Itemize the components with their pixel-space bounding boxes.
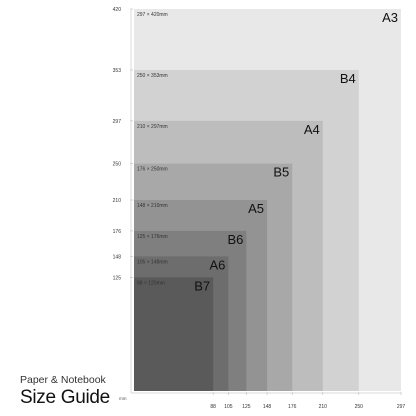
height-tick-b7: 125 [113,275,122,281]
height-tick-a4: 297 [113,119,122,125]
size-name-b5: B5 [273,165,289,180]
axes: 420 297 353 250 297 210 250 176 210 148 176 125 148 1… [113,7,406,410]
brand-subtitle: Size Guide [20,387,110,408]
width-tick-a5: 148 [263,404,272,410]
size-name-a6: A6 [209,257,225,272]
width-tick-b5: 176 [288,404,297,410]
width-tick-a4: 210 [319,404,328,410]
size-dims-a6: 105 × 148mm [137,259,168,265]
unit-label: mm [119,396,127,401]
size-name-a5: A5 [248,201,264,216]
height-tick-b4: 353 [113,68,122,74]
height-tick-a5: 210 [113,198,122,204]
size-dims-a5: 148 × 210mm [137,203,168,209]
size-dims-b7: 88 × 125mm [137,280,165,286]
size-dims-a3: 297 × 420mm [137,12,168,18]
size-dims-a4: 210 × 297mm [137,124,168,130]
size-name-a3: A3 [382,10,398,25]
size-name-a4: A4 [304,122,320,137]
size-labels: 297 × 420mm A3 250 × 353mm B4 210 × 297mm A4 1… [137,10,398,293]
size-rect-b7 [134,277,214,391]
brand-title: Paper & Notebook [20,374,106,386]
height-tick-b6: 176 [113,229,122,235]
size-name-b4: B4 [340,71,356,86]
size-rectangles [134,9,401,391]
size-dims-b6: 125 × 176mm [137,234,168,240]
size-name-b7: B7 [194,278,210,293]
height-tick-a6: 148 [113,254,122,260]
width-tick-b7: 88 [210,404,216,410]
height-tick-b5: 250 [113,162,122,168]
width-tick-b6: 125 [242,404,251,410]
width-tick-b4: 250 [355,404,364,410]
width-tick-a6: 105 [224,404,233,410]
size-dims-b4: 250 × 353mm [137,73,168,79]
size-name-b6: B6 [227,232,243,247]
size-dims-b5: 176 × 250mm [137,167,168,173]
height-tick-a3: 420 [113,7,122,13]
width-tick-a3: 297 [397,404,406,410]
